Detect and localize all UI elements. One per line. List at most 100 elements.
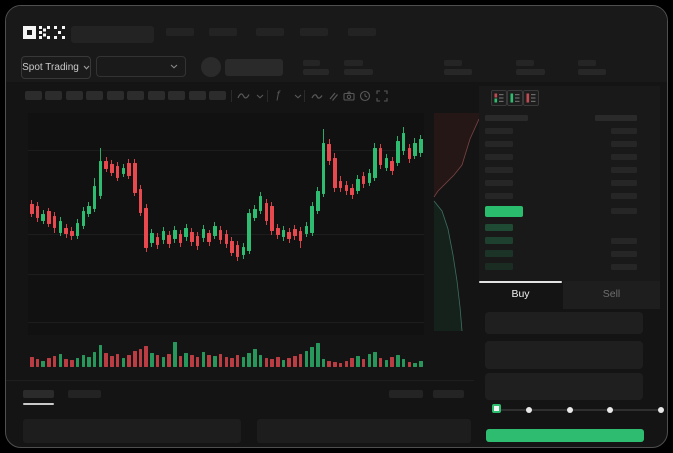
nav-item-skeleton[interactable]: [348, 28, 376, 36]
volume-bar: [276, 357, 280, 367]
volume-bar: [419, 361, 423, 367]
orderbook-ask-price-bar: [611, 180, 637, 186]
volume-bar: [167, 354, 171, 367]
volume-bar: [258, 355, 263, 367]
price-input-skeleton[interactable]: [485, 312, 643, 334]
interval-pill[interactable]: [148, 91, 165, 100]
pair-dropdown[interactable]: [96, 56, 186, 77]
interval-pill[interactable]: [86, 91, 103, 100]
slider-stop-dot[interactable]: [658, 407, 664, 413]
header: Spot Trading: [6, 6, 667, 82]
volume-bar: [30, 357, 34, 367]
stat-value-skeleton: [516, 69, 545, 75]
volume-bar: [310, 347, 314, 367]
orderbook-bid-price-bar: [611, 264, 637, 270]
stat-label-skeleton: [578, 60, 596, 66]
depth-bids-line: [433, 200, 463, 331]
app-window: Spot Trading: [5, 5, 668, 448]
gridline: [28, 150, 424, 151]
interval-pill[interactable]: [127, 91, 144, 100]
volume-bar: [201, 352, 206, 367]
slider-stop-dot[interactable]: [567, 407, 574, 413]
volume-bar: [270, 359, 274, 367]
bottom-tab-active[interactable]: [23, 390, 54, 398]
camera-icon[interactable]: [343, 90, 355, 102]
volume-bar: [195, 357, 200, 367]
volume-bar: [344, 361, 349, 367]
amount-slider-track[interactable]: [496, 409, 661, 411]
volume-bar: [121, 358, 126, 367]
volume-pane: [28, 339, 424, 367]
interval-pill[interactable]: [189, 91, 206, 100]
slider-stop-dot[interactable]: [606, 407, 613, 413]
interval-pill[interactable]: [168, 91, 185, 100]
volume-bar: [92, 352, 97, 367]
volume-bar: [127, 355, 131, 367]
orderbook-price-row-bar: [611, 208, 637, 214]
line-chart-icon[interactable]: [311, 92, 323, 102]
depth-bids-area: [434, 201, 462, 331]
candle-style-icon[interactable]: [237, 90, 250, 102]
volume-bar: [413, 363, 417, 367]
interval-pill[interactable]: [66, 91, 83, 100]
candle-body: [327, 144, 331, 161]
bottom-action-skeleton[interactable]: [433, 390, 464, 398]
candle-body: [235, 245, 240, 257]
volume-bar: [70, 360, 74, 367]
candle-body: [270, 206, 274, 231]
volume-bar: [161, 357, 166, 367]
volume-bar: [304, 351, 309, 367]
candle-style-chevron-icon[interactable]: [256, 94, 264, 99]
interval-pill[interactable]: [25, 91, 42, 100]
interval-pill[interactable]: [107, 91, 124, 100]
orderbook-last-price-bar: [485, 206, 523, 217]
volume-bar: [184, 353, 188, 367]
candle-body: [58, 221, 63, 233]
orderbook-view-all-icon[interactable]: [491, 90, 507, 106]
tab-buy[interactable]: Buy: [511, 288, 530, 300]
indicators-chevron-icon[interactable]: [294, 94, 302, 99]
bottom-tab[interactable]: [68, 390, 101, 398]
amount-input-skeleton[interactable]: [485, 341, 643, 369]
nav-item-skeleton[interactable]: [166, 28, 194, 36]
interval-pill[interactable]: [45, 91, 62, 100]
pair-type-selector[interactable]: Spot Trading: [21, 56, 91, 79]
history-clock-icon[interactable]: [359, 90, 371, 102]
fullscreen-icon[interactable]: [376, 90, 388, 102]
orderbook-bid-size-bar: [485, 224, 513, 231]
volume-bar: [41, 361, 45, 367]
candle-body: [81, 211, 86, 226]
candle-body: [195, 236, 200, 246]
candlestick-chart-canvas[interactable]: [28, 113, 424, 335]
slider-handle[interactable]: [491, 404, 501, 413]
orderbook-view-bids-icon[interactable]: [507, 90, 523, 106]
volume-bar: [173, 342, 177, 367]
nav-item-skeleton[interactable]: [209, 28, 237, 36]
candle-body: [75, 223, 80, 236]
volume-bar: [327, 361, 331, 367]
nav-item-skeleton[interactable]: [300, 28, 328, 36]
buy-tab-indicator: [479, 281, 562, 283]
total-input-skeleton[interactable]: [485, 373, 643, 400]
bottom-tab-active-underline: [23, 403, 54, 405]
slider-stop-dot[interactable]: [526, 407, 532, 413]
candle-body: [361, 176, 366, 184]
orderbook-view-asks-icon[interactable]: [523, 90, 539, 106]
candle-body: [390, 161, 394, 171]
orderbook-col-header-skeleton: [595, 115, 637, 121]
tab-sell[interactable]: Sell: [602, 288, 621, 300]
candle-body: [133, 163, 137, 193]
bottom-action-skeleton[interactable]: [389, 390, 423, 398]
compare-icon[interactable]: [327, 90, 339, 102]
buy-submit-button[interactable]: [486, 429, 644, 442]
candle-body: [190, 232, 194, 242]
candle-body: [30, 204, 34, 214]
coin-avatar: [201, 57, 221, 77]
volume-bar: [64, 359, 68, 367]
nav-item-skeleton[interactable]: [256, 28, 284, 36]
orderbook-ask-size-bar: [485, 167, 513, 173]
sell-tab-background: [563, 281, 660, 309]
interval-pill[interactable]: [209, 91, 226, 100]
indicators-icon[interactable]: ƒ: [275, 89, 282, 101]
header-search-skeleton[interactable]: [71, 26, 154, 43]
